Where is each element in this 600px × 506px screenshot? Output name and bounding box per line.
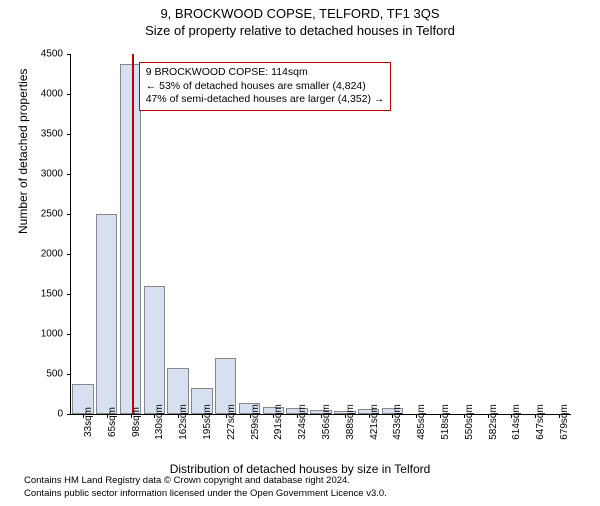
x-tick-label: 259sqm — [250, 404, 261, 440]
y-tick-label: 4000 — [23, 89, 63, 100]
bar — [120, 64, 141, 414]
x-tick-label: 195sqm — [202, 404, 213, 440]
y-tick-label: 2500 — [23, 209, 63, 220]
bar — [96, 214, 117, 414]
x-tick-label: 421sqm — [369, 404, 380, 440]
footer-attribution: Contains HM Land Registry data © Crown c… — [24, 475, 387, 500]
annotation-box: 9 BROCKWOOD COPSE: 114sqm ← 53% of detac… — [139, 62, 392, 111]
x-tick-label: 518sqm — [440, 404, 451, 440]
x-tick-label: 162sqm — [178, 404, 189, 440]
x-tick-label: 647sqm — [535, 404, 546, 440]
y-tick-label: 1500 — [23, 289, 63, 300]
y-tick-label: 500 — [23, 369, 63, 380]
x-tick-label: 33sqm — [83, 407, 94, 437]
y-tick-label: 4500 — [23, 49, 63, 60]
x-tick-label: 388sqm — [345, 404, 356, 440]
y-tick-label: 3500 — [23, 129, 63, 140]
property-marker-line — [132, 54, 134, 414]
footer-line-2: Contains public sector information licen… — [24, 488, 387, 500]
chart-title-main: 9, BROCKWOOD COPSE, TELFORD, TF1 3QS — [0, 6, 600, 21]
x-tick-label: 356sqm — [321, 404, 332, 440]
x-tick-label: 614sqm — [511, 404, 522, 440]
footer-line-1: Contains HM Land Registry data © Crown c… — [24, 475, 387, 487]
y-tick-label: 1000 — [23, 329, 63, 340]
x-tick-label: 227sqm — [226, 404, 237, 440]
x-axis-label: Distribution of detached houses by size … — [0, 462, 600, 476]
annotation-line-1: 9 BROCKWOOD COPSE: 114sqm — [146, 66, 385, 80]
x-tick-label: 324sqm — [297, 404, 308, 440]
x-tick-label: 485sqm — [416, 404, 427, 440]
y-tick-label: 0 — [23, 409, 63, 420]
x-tick-label: 679sqm — [559, 404, 570, 440]
x-tick-label: 98sqm — [131, 407, 142, 437]
chart-title-sub: Size of property relative to detached ho… — [0, 23, 600, 38]
x-tick-label: 65sqm — [107, 407, 118, 437]
x-tick-label: 291sqm — [273, 404, 284, 440]
x-tick-label: 582sqm — [488, 404, 499, 440]
chart-area: 05001000150020002500300035004000450033sq… — [70, 54, 570, 414]
y-tick-label: 2000 — [23, 249, 63, 260]
annotation-line-3: 47% of semi-detached houses are larger (… — [146, 93, 385, 107]
y-tick-label: 3000 — [23, 169, 63, 180]
x-tick-label: 130sqm — [154, 404, 165, 440]
annotation-line-2: ← 53% of detached houses are smaller (4,… — [146, 80, 385, 94]
bar — [144, 286, 165, 414]
x-tick-label: 550sqm — [464, 404, 475, 440]
x-tick-label: 453sqm — [392, 404, 403, 440]
